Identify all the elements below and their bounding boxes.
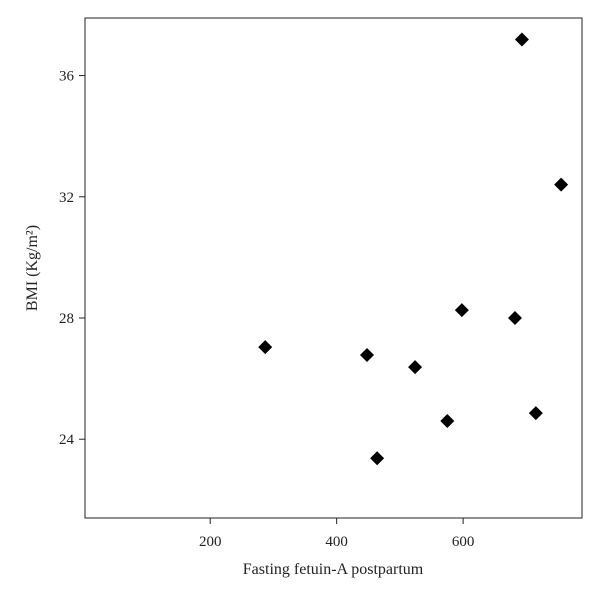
x-axis-label: Fasting fetuin-A postpartum [243, 561, 424, 578]
y-axis-label: BMI (Kg/m²) [24, 225, 41, 311]
point [507, 311, 522, 325]
point [370, 451, 385, 466]
point [408, 360, 423, 375]
point [514, 32, 529, 47]
point [454, 303, 469, 318]
point [528, 406, 543, 421]
point [440, 414, 455, 429]
x-tick-label: 600 [452, 534, 475, 550]
y-tick-label: 32 [59, 190, 74, 206]
x-tick-label: 400 [325, 534, 348, 550]
x-tick-label: 200 [199, 534, 222, 550]
y-tick-label: 36 [59, 69, 75, 85]
point [554, 177, 569, 192]
point [360, 347, 375, 362]
y-tick-label: 24 [59, 432, 75, 448]
y-tick-label: 28 [59, 311, 74, 327]
point [258, 340, 273, 355]
plot-frame [84, 17, 583, 519]
